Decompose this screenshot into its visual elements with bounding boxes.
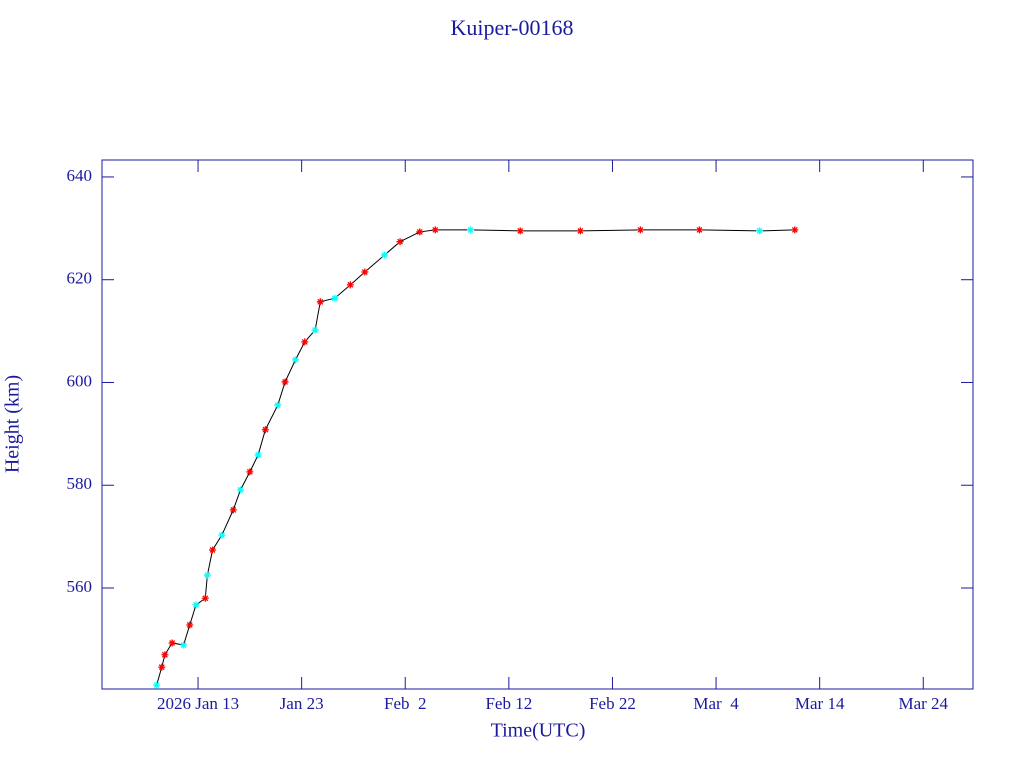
- data-point: [254, 451, 262, 459]
- data-point: [467, 226, 475, 234]
- data-point: [396, 238, 404, 246]
- data-point: [229, 506, 237, 514]
- y-tick-label: 580: [67, 474, 93, 493]
- data-line: [156, 229, 795, 686]
- x-tick-label: Mar 4: [693, 694, 739, 713]
- data-point: [274, 401, 282, 409]
- data-point: [192, 601, 200, 609]
- x-tick-label: 2026 Jan 13: [157, 694, 239, 713]
- data-point: [261, 426, 269, 434]
- y-tick-label: 560: [67, 577, 93, 596]
- data-point: [301, 338, 309, 346]
- data-point: [168, 639, 176, 647]
- data-point: [218, 531, 226, 539]
- data-point: [161, 651, 169, 659]
- data-point: [695, 226, 703, 234]
- y-tick-label: 640: [67, 166, 93, 185]
- data-point: [576, 227, 584, 235]
- data-point: [281, 378, 289, 386]
- data-point: [381, 251, 389, 259]
- data-point: [791, 226, 799, 234]
- data-point: [246, 468, 254, 476]
- data-point: [237, 486, 245, 494]
- data-point: [346, 281, 354, 289]
- data-point: [516, 227, 524, 235]
- x-axis-title: Time(UTC): [491, 720, 586, 742]
- data-point: [416, 228, 424, 236]
- data-point: [291, 356, 299, 364]
- chart-title: Kuiper-00168: [451, 15, 574, 40]
- data-point: [180, 641, 188, 649]
- x-tick-label: Jan 23: [280, 694, 324, 713]
- data-point: [209, 546, 217, 554]
- plot-frame: [101, 159, 974, 690]
- data-point: [316, 298, 324, 306]
- data-point: [361, 268, 369, 276]
- y-axis-title: Height (km): [2, 375, 24, 473]
- y-tick-label: 620: [67, 269, 93, 288]
- data-point: [201, 594, 209, 602]
- data-point: [431, 226, 439, 234]
- x-tick-label: Feb 12: [485, 694, 532, 713]
- data-point: [756, 227, 764, 235]
- data-point: [331, 294, 339, 302]
- data-point: [186, 621, 194, 629]
- data-point: [158, 663, 166, 671]
- data-point: [153, 681, 161, 689]
- data-point: [311, 326, 319, 334]
- x-tick-label: Mar 24: [898, 694, 948, 713]
- data-point: [636, 226, 644, 234]
- x-tick-label: Mar 14: [795, 694, 845, 713]
- x-tick-label: Feb 22: [589, 694, 636, 713]
- x-tick-label: Feb 2: [384, 694, 427, 713]
- data-point: [203, 571, 211, 579]
- y-tick-label: 600: [67, 371, 93, 390]
